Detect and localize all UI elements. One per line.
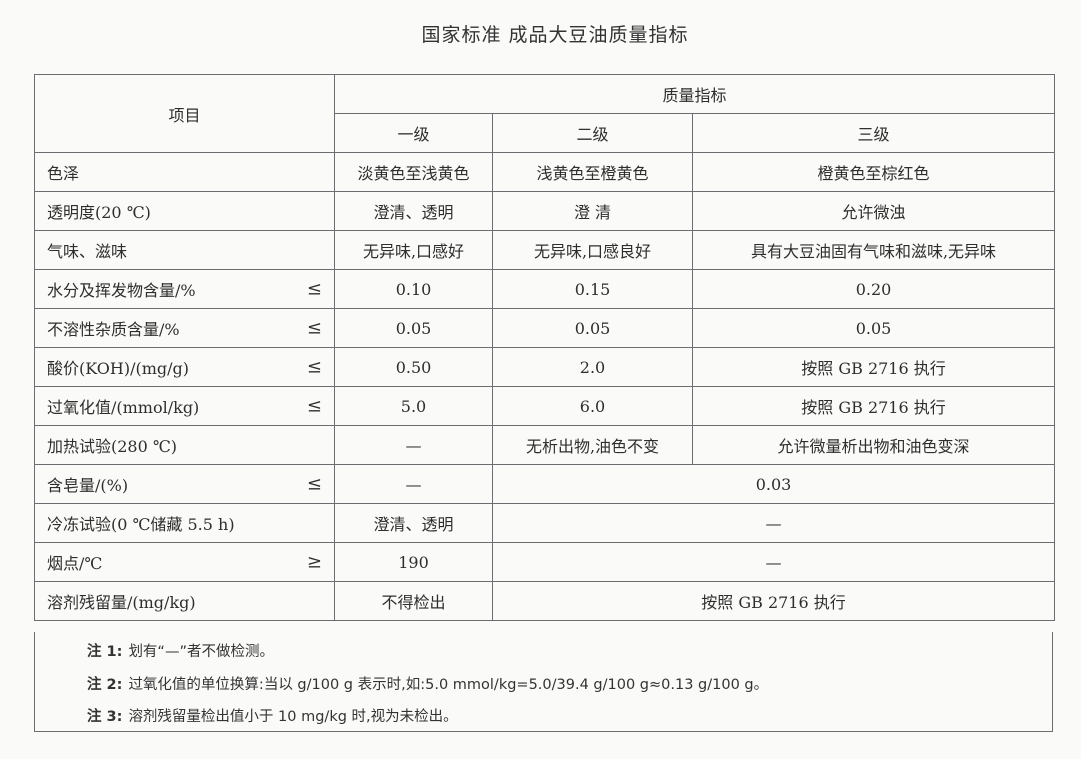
header-item: 项目	[34, 74, 335, 153]
note-label: 注 1:	[87, 644, 123, 660]
note-label: 注 2:	[87, 677, 123, 693]
item-cell: 含皂量/(%) ≤	[34, 464, 335, 504]
note-2: 注 2: 过氧化值的单位换算:当以 g/100 g 表示时,如:5.0 mmol/…	[87, 673, 768, 694]
item-cell: 溶剂残留量/(mg/kg)	[34, 581, 335, 621]
grade1-cell: 淡黄色至浅黄色	[334, 152, 493, 192]
grade1-cell: 0.50	[334, 347, 493, 387]
item-label: 色泽	[47, 164, 80, 183]
grade1-cell: 190	[334, 542, 493, 582]
table-row: 含皂量/(%) ≤ —0.03	[34, 464, 1055, 504]
grade3-cell: 允许微浊	[692, 191, 1055, 231]
grade2-cell: 无异味,口感良好	[492, 230, 693, 270]
table-row: 透明度(20 ℃) 澄清、透明澄 清允许微浊	[34, 191, 1055, 231]
grade3-cell: 具有大豆油固有气味和滋味,无异味	[692, 230, 1055, 270]
item-cell: 酸价(KOH)/(mg/g) ≤	[34, 347, 335, 387]
table-row: 加热试验(280 ℃) — 无析出物,油色不变 允许微量析出物和油色变深	[34, 425, 1055, 465]
item-label: 加热试验(280 ℃)	[47, 437, 178, 456]
grade3-cell: 按照 GB 2716 执行	[692, 386, 1055, 426]
header-grade3: 三级	[692, 113, 1055, 153]
comparison-operator: ≤	[306, 395, 322, 417]
item-cell: 透明度(20 ℃)	[34, 191, 335, 231]
header-grade1: 一级	[334, 113, 493, 153]
table-row: 不溶性杂质含量/% ≤0.05 0.05 0.05	[34, 308, 1055, 348]
grade1-cell: 澄清、透明	[334, 191, 493, 231]
header-grade-row: 一级 二级 三级	[35, 113, 1055, 153]
item-label: 溶剂残留量/(mg/kg)	[47, 593, 196, 612]
item-label: 含皂量/(%)	[47, 476, 129, 495]
item-cell: 水分及挥发物含量/% ≤	[34, 269, 335, 309]
note-1: 注 1: 划有“—”者不做检测。	[87, 640, 274, 661]
grade23-cell: —	[492, 503, 1055, 543]
item-cell: 过氧化值/(mmol/kg) ≤	[34, 386, 335, 426]
grade1-cell: 0.05	[334, 308, 493, 348]
item-cell: 色泽	[34, 152, 335, 192]
item-cell: 气味、滋味	[34, 230, 335, 270]
grade1-cell: 无异味,口感好	[334, 230, 493, 270]
header-grade2: 二级	[492, 113, 693, 153]
grade23-cell: 0.03	[492, 464, 1055, 504]
note-text: 过氧化值的单位换算:当以 g/100 g 表示时,如:5.0 mmol/kg=5…	[128, 677, 769, 693]
table-row: 烟点/℃ ≥190—	[34, 542, 1055, 582]
item-cell: 不溶性杂质含量/% ≤	[34, 308, 335, 348]
table-row: 色泽 淡黄色至浅黄色 浅黄色至橙黄色 橙黄色至棕红色	[34, 152, 1055, 192]
grade3-cell: 0.20	[692, 269, 1055, 309]
table-row: 过氧化值/(mmol/kg) ≤5.0 6.0 按照 GB 2716 执行	[34, 386, 1055, 426]
grade2-cell: 无析出物,油色不变	[492, 425, 693, 465]
comparison-operator: ≤	[306, 473, 322, 495]
item-label: 水分及挥发物含量/%	[47, 281, 196, 300]
grade3-cell: 按照 GB 2716 执行	[692, 347, 1055, 387]
table-row: 酸价(KOH)/(mg/g) ≤0.50 2.0 按照 GB 2716 执行	[34, 347, 1055, 387]
header-quality: 质量指标	[334, 74, 1055, 114]
grade3-cell: 0.05	[692, 308, 1055, 348]
grade2-cell: 澄 清	[492, 191, 693, 231]
note-label: 注 3:	[87, 709, 123, 725]
note-text: 划有“—”者不做检测。	[128, 644, 274, 660]
item-cell: 烟点/℃ ≥	[34, 542, 335, 582]
grade2-cell: 6.0	[492, 386, 693, 426]
quality-table: 项目 质量指标 一级 二级 三级 色泽 淡黄色至浅黄色 浅黄色至橙黄色 橙黄色至棕红色…	[34, 74, 1055, 621]
item-label: 冷冻试验(0 ℃储藏 5.5 h)	[47, 515, 235, 534]
grade1-cell: —	[334, 425, 493, 465]
item-cell: 冷冻试验(0 ℃储藏 5.5 h)	[34, 503, 335, 543]
table-row: 溶剂残留量/(mg/kg) 不得检出 按照 GB 2716 执行	[34, 581, 1055, 621]
grade23-cell: 按照 GB 2716 执行	[492, 581, 1055, 621]
item-label: 酸价(KOH)/(mg/g)	[47, 359, 190, 378]
grade1-cell: 澄清、透明	[334, 503, 493, 543]
comparison-operator: ≤	[306, 356, 322, 378]
grade3-cell: 允许微量析出物和油色变深	[692, 425, 1055, 465]
grade3-cell: 橙黄色至棕红色	[692, 152, 1055, 192]
grade1-cell: 不得检出	[334, 581, 493, 621]
item-label: 透明度(20 ℃)	[47, 203, 151, 222]
item-label: 不溶性杂质含量/%	[47, 320, 180, 339]
item-label: 烟点/℃	[47, 554, 103, 573]
grade2-cell: 0.05	[492, 308, 693, 348]
grade1-cell: —	[334, 464, 493, 504]
comparison-operator: ≥	[306, 551, 322, 573]
table-row: 气味、滋味 无异味,口感好 无异味,口感良好 具有大豆油固有气味和滋味,无异味	[34, 230, 1055, 270]
grade1-cell: 5.0	[334, 386, 493, 426]
item-label: 过氧化值/(mmol/kg)	[47, 398, 200, 417]
note-text: 溶剂残留量检出值小于 10 mg/kg 时,视为未检出。	[128, 709, 458, 725]
grade2-cell: 2.0	[492, 347, 693, 387]
grade2-cell: 浅黄色至橙黄色	[492, 152, 693, 192]
grade23-cell: —	[492, 542, 1055, 582]
grade2-cell: 0.15	[492, 269, 693, 309]
notes-box: 注 1: 划有“—”者不做检测。 注 2: 过氧化值的单位换算:当以 g/100 g…	[34, 632, 1053, 732]
table-row: 水分及挥发物含量/% ≤0.10 0.15 0.20	[34, 269, 1055, 309]
item-cell: 加热试验(280 ℃)	[34, 425, 335, 465]
table-row: 冷冻试验(0 ℃储藏 5.5 h) 澄清、透明 —	[34, 503, 1055, 543]
header-row: 项目 质量指标	[34, 74, 1055, 153]
grade1-cell: 0.10	[334, 269, 493, 309]
page-title: 国家标准 成品大豆油质量指标	[421, 24, 689, 46]
item-label: 气味、滋味	[47, 242, 128, 261]
note-3: 注 3: 溶剂残留量检出值小于 10 mg/kg 时,视为未检出。	[87, 705, 458, 726]
comparison-operator: ≤	[306, 278, 322, 300]
comparison-operator: ≤	[306, 317, 322, 339]
